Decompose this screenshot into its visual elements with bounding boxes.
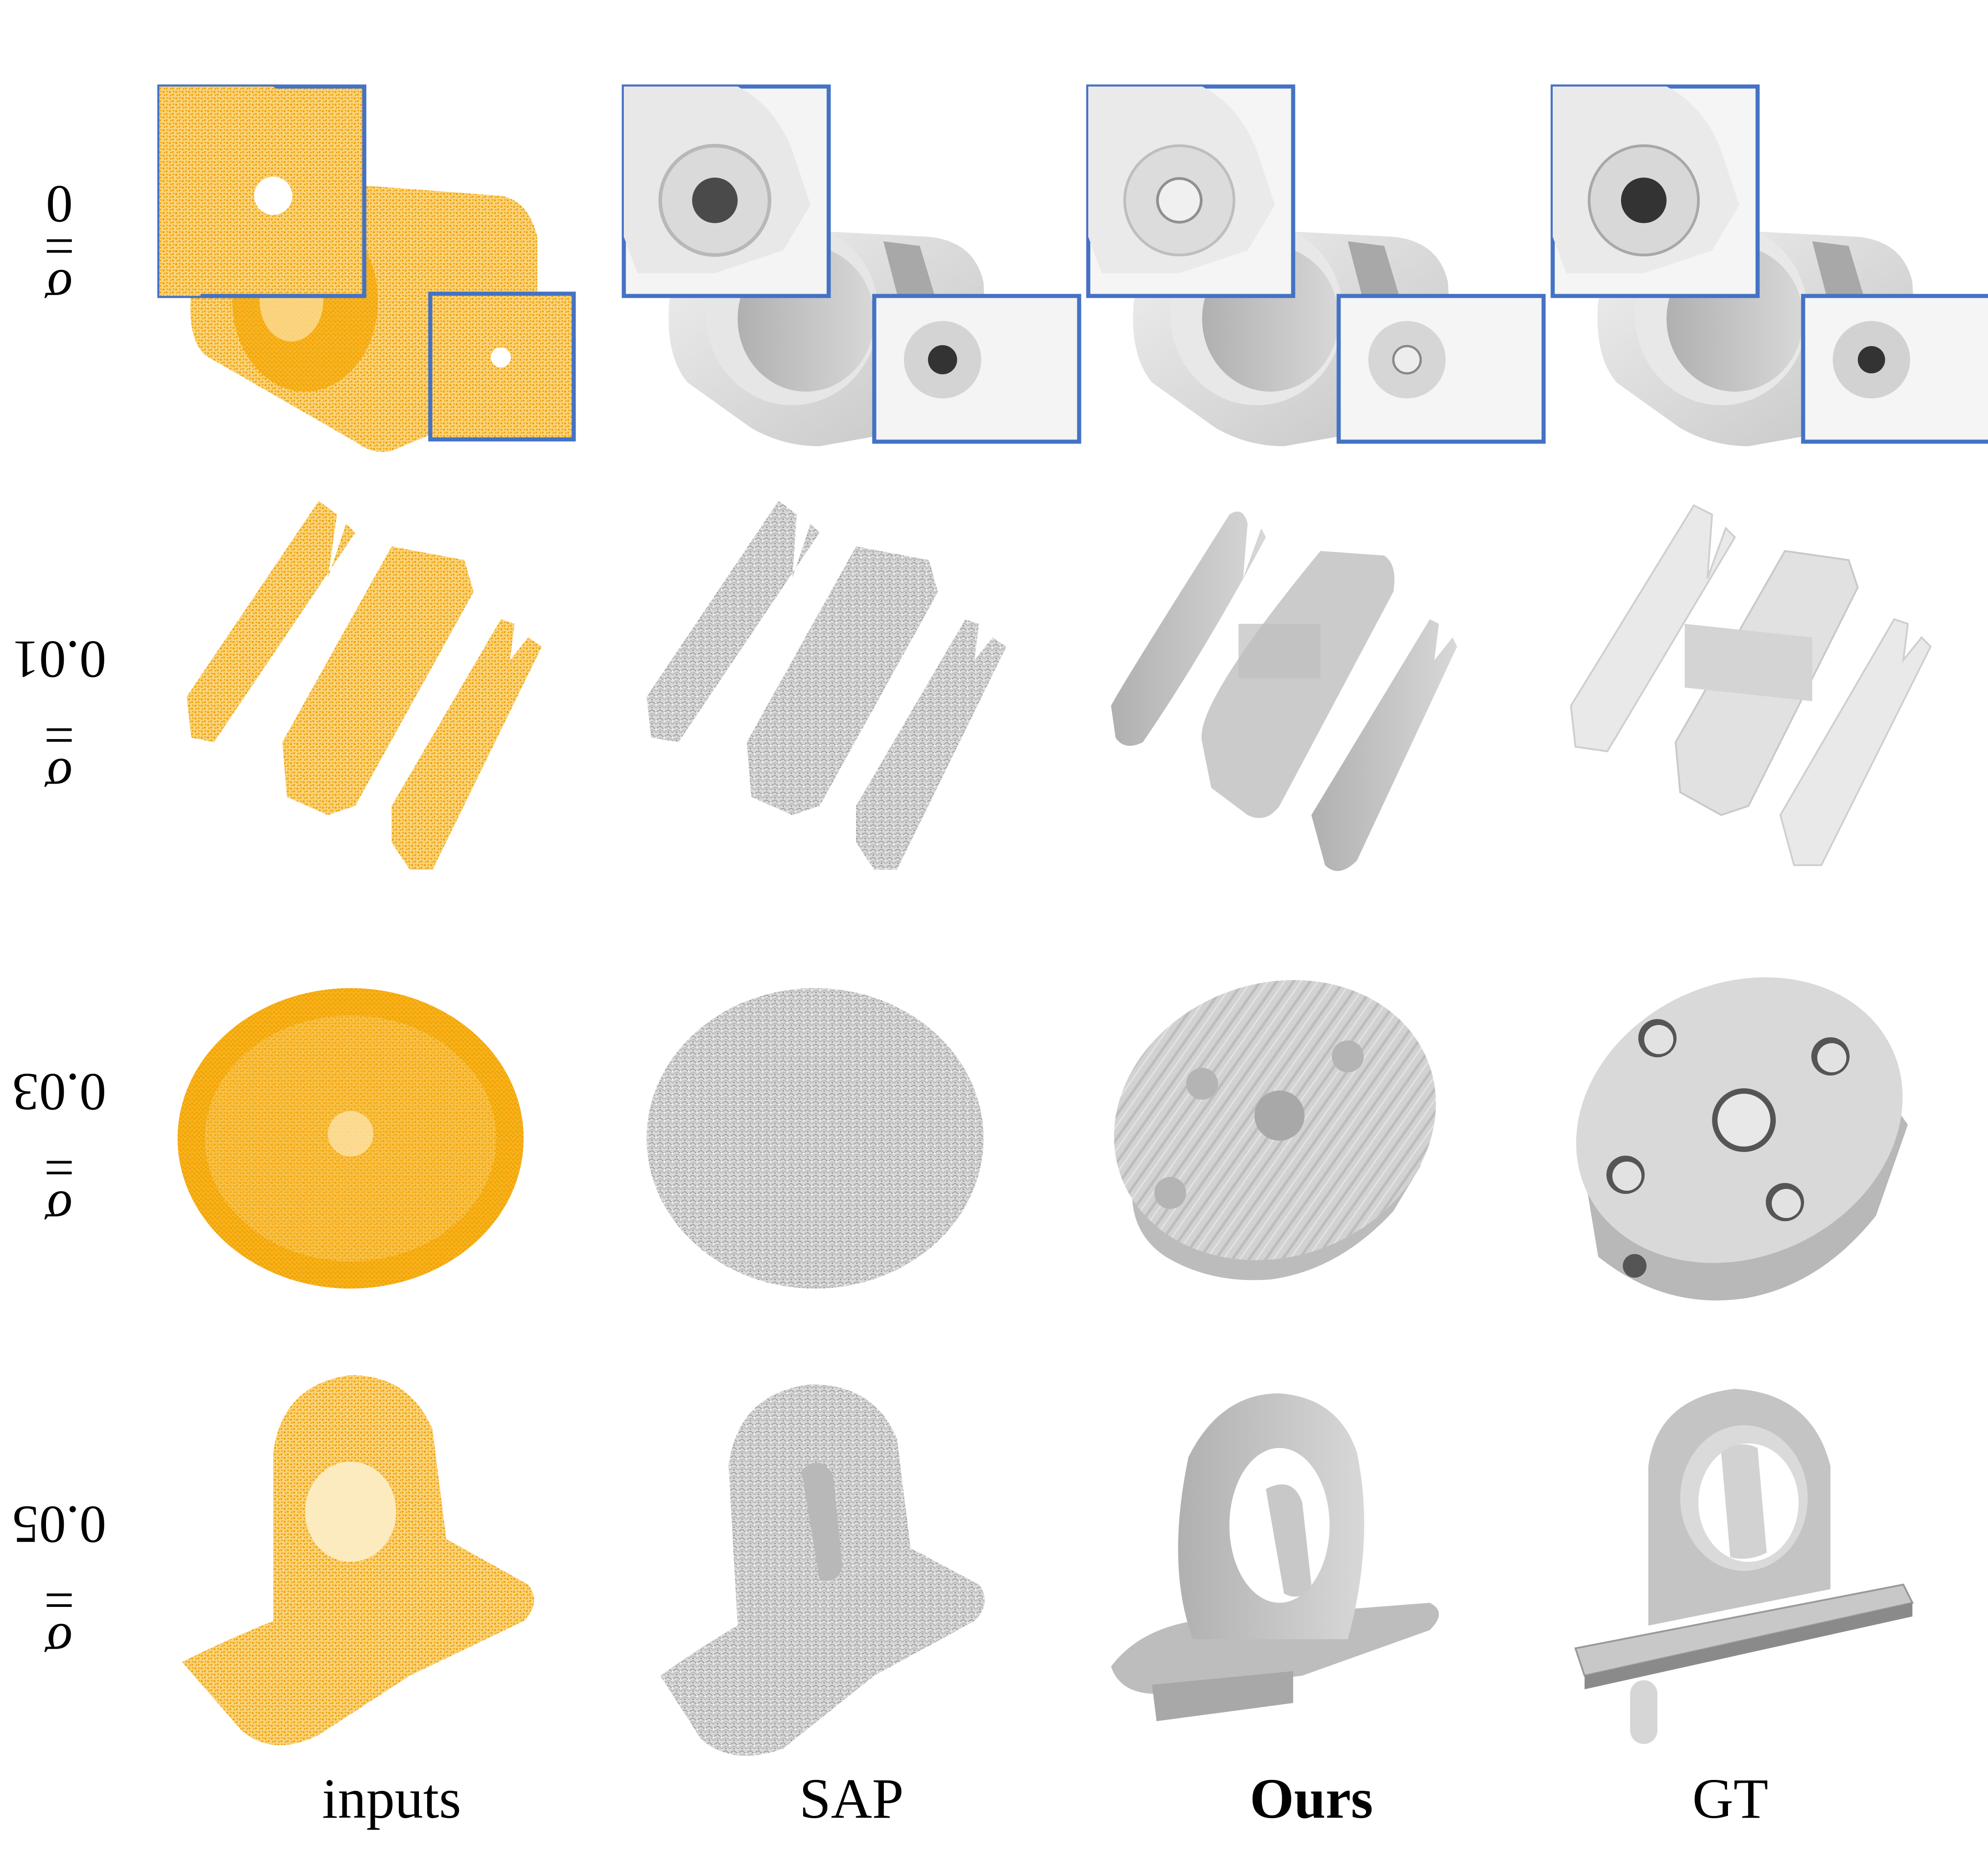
cell-gt-sigma-005 [1530,1348,1985,1785]
cell-sap-sigma-003 [601,920,1056,1357]
cell-inputs-sigma-0 [137,46,592,483]
cell-ours-sigma-0 [1065,46,1546,483]
cell-ours-sigma-001 [1065,487,1521,924]
cell-gt-sigma-003 [1530,920,1985,1357]
mesh-pillow-block-gt [1574,1389,1914,1744]
row-label-sigma-005: σ = 0.05 [12,1495,107,1672]
column-label-ours: Ours [1249,1768,1373,1830]
column-label-gt: GT [1692,1768,1769,1830]
row-label-sigma-0: σ = 0 [44,174,75,318]
mesh-clip-sap [647,501,1006,870]
cell-ours-sigma-003 [1065,920,1521,1357]
point-cloud-bracket [157,84,576,452]
cell-gt-sigma-0 [1530,46,1988,483]
point-cloud-clip [187,501,542,870]
mesh-disc-gt [1576,977,1908,1300]
mesh-bracket-ours [1086,84,1546,446]
mesh-bracket-gt [1550,84,1988,446]
mesh-clip-gt [1570,504,1932,866]
row-label-sigma-003: σ = 0.03 [12,1062,107,1240]
cell-inputs-sigma-005 [137,1348,592,1785]
mesh-disc-sap [647,988,984,1289]
cell-sap-sigma-001 [601,487,1056,924]
row-label-sigma-001: σ = 0.01 [12,630,107,807]
cell-inputs-sigma-003 [137,920,592,1357]
mesh-disc-ours [1114,980,1436,1280]
mesh-clip-ours [1111,511,1457,871]
point-cloud-disc [178,988,524,1289]
cell-gt-sigma-001 [1530,487,1985,924]
point-cloud-pillow-block [182,1375,534,1745]
cell-sap-sigma-005 [601,1348,1056,1785]
cell-ours-sigma-005 [1065,1348,1521,1785]
cell-inputs-sigma-001 [137,487,592,924]
mesh-bracket-sap [622,84,1081,446]
mesh-pillow-block-ours [1111,1393,1439,1721]
cell-sap-sigma-0 [601,46,1081,483]
column-label-inputs: inputs [322,1768,461,1830]
mesh-pillow-block-sap [660,1384,985,1756]
column-label-sap: SAP [799,1768,904,1830]
